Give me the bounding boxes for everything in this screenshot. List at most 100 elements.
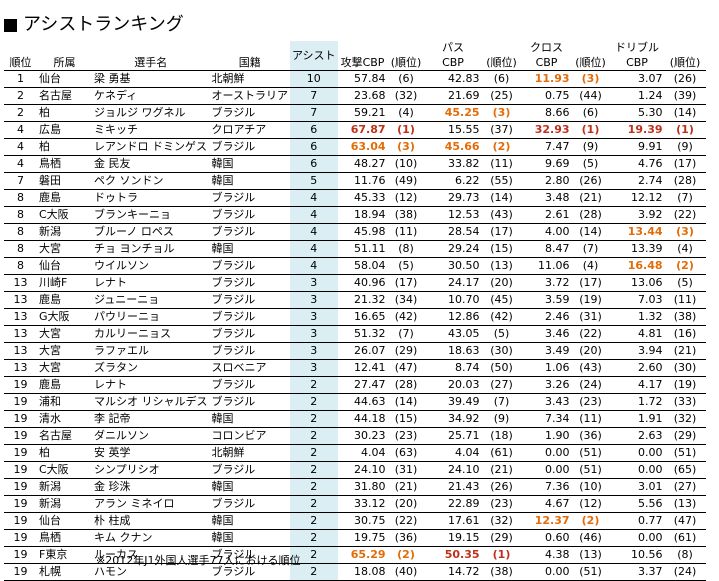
cell-pass-cbp: 25.71 <box>424 427 482 445</box>
table-row: 4 柏レアンドロ ドミンゲス ブラジル 6 63.04 (3) 45.66 (2) 7.47 (9… <box>4 138 706 156</box>
cell-cross-rank: (36) <box>571 427 610 445</box>
cell-cross-rank: (2) <box>571 512 610 530</box>
cell-attack-rank: (21) <box>387 478 425 496</box>
cell-pass-rank: (1) <box>481 546 522 564</box>
cell-player: レナト <box>92 376 210 394</box>
cell-dribble-cbp: 19.39 <box>609 121 665 139</box>
cell-dribble-rank: (3) <box>664 223 706 241</box>
cell-team: 大宮 <box>37 325 92 343</box>
cell-cross-rank: (5) <box>571 155 610 173</box>
table-row: 19 仙台朴 柱成 韓国 2 30.75 (22) 17.61 (32) 12.37 (2) 0.7… <box>4 512 706 530</box>
cell-cross-rank: (51) <box>571 563 610 581</box>
cell-cross-cbp: 0.75 <box>521 87 572 105</box>
cell-cross-cbp: 7.36 <box>521 478 572 496</box>
cell-pass-cbp: 45.66 <box>424 138 482 156</box>
cell-rank: 19 <box>4 427 37 445</box>
cell-player: ラファエル <box>92 342 210 360</box>
table-row: 13 大宮 ズラタン スロベニア 3 12.41 (47) 8.74 (50) 1.06 (43) 2… <box>4 359 706 377</box>
cell-pass-rank: (27) <box>481 376 522 394</box>
cell-attack-rank: (12) <box>387 189 425 207</box>
cell-pass-cbp: 45.25 <box>424 104 482 122</box>
cell-nation: 北朝鮮 <box>209 444 290 462</box>
cell-attack-cbp: 45.98 <box>337 223 388 241</box>
cell-attack-rank: (31) <box>387 461 425 479</box>
cell-nation: オーストラリア <box>209 87 290 105</box>
cell-cross-rank: (21) <box>571 189 610 207</box>
cell-attack-cbp: 21.32 <box>337 291 388 309</box>
cell-player: レアンドロ ドミンゲス <box>92 138 210 156</box>
table-row: 19 浦和 マルシオ リシャルデス ブラジル 2 44.63 (14) 39.49 (7) 3.4… <box>4 393 706 411</box>
cell-pass-cbp: 19.15 <box>424 529 482 547</box>
cell-pass-cbp: 24.10 <box>424 461 482 479</box>
cell-nation: ブラジル <box>209 206 290 224</box>
cell-dribble-rank: (9) <box>664 138 706 156</box>
cell-rank: 8 <box>4 257 37 275</box>
cell-player: マルシオ リシャルデス <box>92 393 210 411</box>
cell-assist: 3 <box>289 342 338 360</box>
square-bullet-icon <box>4 18 17 32</box>
cell-assist: 6 <box>289 121 338 139</box>
cell-rank: 8 <box>4 206 37 224</box>
cell-assist: 7 <box>289 104 338 122</box>
cell-assist: 2 <box>289 461 338 479</box>
cell-attack-cbp: 30.75 <box>337 512 388 530</box>
cell-cross-rank: (1) <box>571 121 610 139</box>
cell-rank: 2 <box>4 87 37 105</box>
cell-player: ペク ソンドン <box>92 172 210 190</box>
cell-cross-cbp: 1.06 <box>521 359 572 377</box>
cell-dribble-rank: (7) <box>664 189 706 207</box>
cell-team: 仙台 <box>37 70 92 88</box>
cell-assist: 4 <box>289 257 338 275</box>
cell-team: 磐田 <box>37 172 92 190</box>
cell-rank: 8 <box>4 189 37 207</box>
cell-rank: 4 <box>4 121 37 139</box>
cell-team: 大宮 <box>37 240 92 258</box>
cell-cross-cbp: 8.47 <box>521 240 572 258</box>
cell-rank: 19 <box>4 461 37 479</box>
cell-rank: 13 <box>4 342 37 360</box>
cell-dribble-rank: (51) <box>664 444 706 462</box>
table-row: 2 名古屋 ケネディ オーストラリア 7 23.68 (32) 21.69 (25) 0.75 (4… <box>4 87 706 105</box>
cell-assist: 7 <box>289 87 338 105</box>
cell-cross-cbp: 1.90 <box>521 427 572 445</box>
cell-attack-cbp: 19.75 <box>337 529 388 547</box>
cell-cross-rank: (11) <box>571 410 610 428</box>
cell-cross-cbp: 9.69 <box>521 155 572 173</box>
cell-rank: 19 <box>4 529 37 547</box>
table-row: 8 鹿島 ドゥトラ ブラジル 4 45.33 (12) 29.73 (14) 3.48 (21) 12… <box>4 189 706 207</box>
cell-nation: ブラジル <box>209 308 290 326</box>
cell-pass-cbp: 34.92 <box>424 410 482 428</box>
cell-attack-rank: (2) <box>387 546 425 564</box>
cell-dribble-rank: (47) <box>664 512 706 530</box>
cell-cross-rank: (10) <box>571 478 610 496</box>
table-row: 19 清水李 記帝 韓国 2 44.18 (15) 34.92 (9) 7.34 (11) 1.91… <box>4 410 706 428</box>
cell-attack-cbp: 30.23 <box>337 427 388 445</box>
header-pass: パス <box>442 41 465 54</box>
cell-pass-rank: (25) <box>481 87 522 105</box>
cell-pass-rank: (11) <box>481 155 522 173</box>
cell-cross-rank: (46) <box>571 529 610 547</box>
cell-cross-cbp: 8.66 <box>521 104 572 122</box>
cell-rank: 13 <box>4 359 37 377</box>
cell-cross-rank: (6) <box>571 104 610 122</box>
cell-attack-rank: (36) <box>387 529 425 547</box>
cell-cross-cbp: 32.93 <box>521 121 572 139</box>
cell-team: C大阪 <box>37 206 92 224</box>
cell-rank: 2 <box>4 104 37 122</box>
cell-nation: 韓国 <box>209 478 290 496</box>
table-row: 8 新潟 ブルーノ ロペス ブラジル 4 45.98 (11) 28.54 (17) 4.00 (1… <box>4 223 706 241</box>
cell-pass-rank: (55) <box>481 172 522 190</box>
header-cross-rank: (順位) <box>571 55 610 71</box>
table-row: 8 大宮 チョ ヨンチョル 韓国 4 51.11 (8) 29.24 (15) 8.47 (7) 13… <box>4 240 706 258</box>
header-assist: アシスト <box>289 41 338 71</box>
cell-player: ウイルソン <box>92 257 210 275</box>
cell-pass-cbp: 18.63 <box>424 342 482 360</box>
cell-player: ミキッチ <box>92 121 210 139</box>
cell-cross-cbp: 2.80 <box>521 172 572 190</box>
cell-player: 金 民友 <box>92 155 210 173</box>
cell-assist: 6 <box>289 138 338 156</box>
cell-player: 李 記帝 <box>92 410 210 428</box>
header-dribble-rank: (順位) <box>664 55 706 71</box>
cell-assist: 4 <box>289 223 338 241</box>
cell-team: C大阪 <box>37 461 92 479</box>
